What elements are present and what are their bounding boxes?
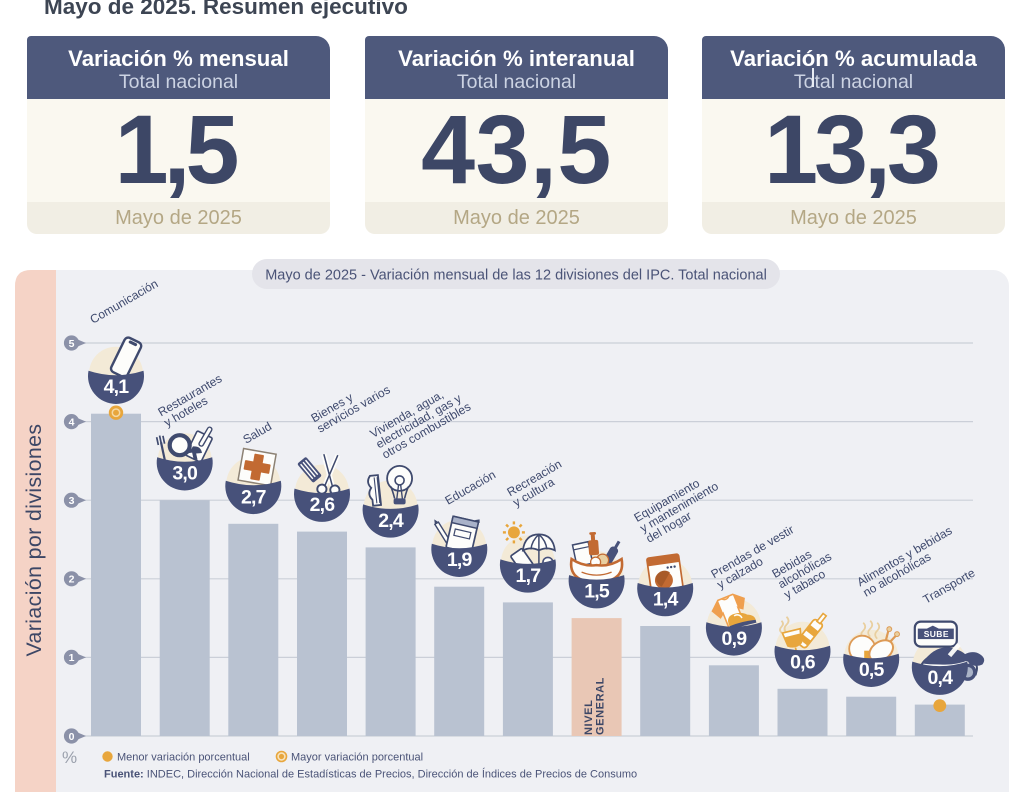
svg-text:Mayor variación porcentual: Mayor variación porcentual bbox=[291, 752, 423, 764]
svg-text:3: 3 bbox=[69, 495, 75, 507]
svg-text:1: 1 bbox=[69, 652, 75, 664]
svg-text:0,9: 0,9 bbox=[722, 628, 748, 650]
svg-text:NIVELGENERAL: NIVELGENERAL bbox=[583, 677, 607, 735]
svg-text:3,0: 3,0 bbox=[172, 463, 198, 485]
svg-text:2,4: 2,4 bbox=[378, 510, 404, 532]
svg-text:0: 0 bbox=[69, 731, 75, 743]
svg-text:1,4: 1,4 bbox=[653, 589, 679, 611]
svg-text:1,5: 1,5 bbox=[584, 581, 610, 603]
svg-text:1,7: 1,7 bbox=[516, 565, 541, 587]
svg-text:Fuente: INDEC, Dirección Nacio: Fuente: INDEC, Dirección Nacional de Est… bbox=[104, 768, 637, 781]
svg-text:SUBE: SUBE bbox=[924, 629, 949, 639]
svg-text:2,6: 2,6 bbox=[310, 494, 336, 516]
svg-text:1,9: 1,9 bbox=[447, 549, 473, 571]
svg-text:Menor variación porcentual: Menor variación porcentual bbox=[117, 752, 250, 764]
svg-text:5: 5 bbox=[69, 338, 75, 350]
svg-text:0,4: 0,4 bbox=[927, 667, 953, 689]
svg-text:0,6: 0,6 bbox=[790, 651, 816, 673]
svg-text:Mayo de 2025 - Variación mensu: Mayo de 2025 - Variación mensual de las … bbox=[265, 268, 767, 284]
svg-text:Variación por divisiones: Variación por divisiones bbox=[22, 424, 46, 657]
svg-text:2,7: 2,7 bbox=[241, 486, 266, 508]
svg-text:0,5: 0,5 bbox=[859, 659, 885, 681]
svg-text:4,1: 4,1 bbox=[104, 376, 130, 398]
svg-text:4: 4 bbox=[69, 416, 75, 428]
svg-text:2: 2 bbox=[69, 574, 75, 586]
svg-text:%: % bbox=[62, 748, 77, 767]
